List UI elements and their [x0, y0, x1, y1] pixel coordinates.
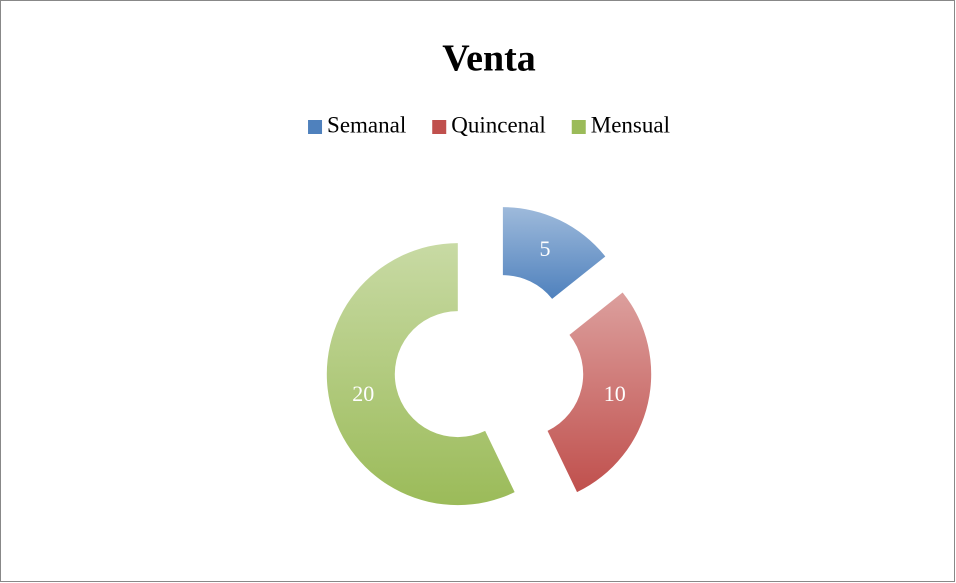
data-label: 20 — [352, 381, 374, 406]
legend-label: Quincenal — [451, 112, 546, 137]
legend-swatch — [571, 120, 586, 134]
data-label: 10 — [604, 381, 626, 406]
chart-title: Venta — [442, 38, 536, 80]
legend-label: Semanal — [327, 112, 406, 137]
donut-slice — [502, 207, 606, 299]
legend-label: Mensual — [591, 112, 670, 137]
data-label: 5 — [539, 236, 550, 261]
legend-swatch — [308, 120, 323, 134]
legend-swatch — [432, 120, 447, 134]
donut-slice — [326, 243, 515, 506]
donut-slice — [547, 292, 652, 493]
